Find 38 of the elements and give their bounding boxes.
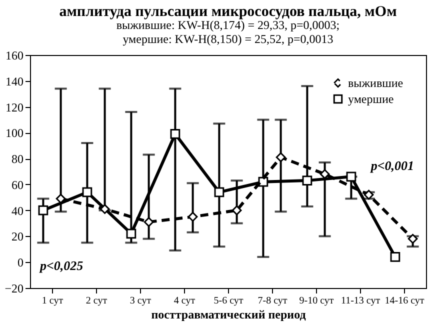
x-tick-label: 2 сут [86, 296, 108, 306]
point [170, 129, 180, 139]
x-tick-label: 9-10 сут [299, 296, 334, 306]
legend-label: выжившие [348, 76, 404, 90]
x-tick-label: 4 сут [174, 296, 196, 306]
point [276, 152, 286, 162]
y-tick-label: 40 [12, 204, 24, 218]
y-tick-label: 100 [6, 126, 24, 140]
y-tick-label: 120 [6, 100, 24, 114]
point [126, 228, 136, 239]
x-tick-label: 5-6 сут [214, 296, 244, 306]
x-tick-label: 3 сут [130, 296, 152, 306]
point [214, 187, 224, 198]
y-tick-label: 60 [12, 178, 24, 192]
x-tick-label: 14-16 сут [384, 296, 425, 306]
chart-title: амплитуда пульсации микрососудов пальца, мОм [59, 4, 397, 20]
point [38, 205, 48, 216]
annotation: p<0,025 [39, 258, 84, 273]
y-tick-label: 160 [6, 48, 24, 62]
point [408, 234, 418, 244]
point [82, 187, 92, 198]
x-axis-title: посттравматический период [151, 308, 306, 322]
x-tick-label: 7-8 сут [258, 296, 288, 306]
y-tick-label: 140 [6, 74, 24, 88]
y-tick-label: 20 [12, 230, 24, 244]
point [346, 172, 356, 182]
annotation: p<0,001 [370, 158, 414, 173]
point [188, 212, 198, 222]
point [144, 217, 154, 227]
y-tick-label: 0 [18, 256, 24, 270]
x-tick-label: 11-13 сут [340, 296, 381, 306]
chart-subtitle: выжившие: KW-H(8,174) = 29,33, p=0,0003; умершие: KW-H(8,150) = 25,52, p=0,0013 [116, 18, 340, 46]
point [390, 252, 400, 262]
legend-label: умершие [348, 92, 394, 106]
x-tick-label: 1 сут [42, 296, 64, 306]
y-tick-label: −20 [4, 282, 24, 296]
y-tick-label: 80 [12, 152, 24, 166]
point [302, 176, 312, 186]
